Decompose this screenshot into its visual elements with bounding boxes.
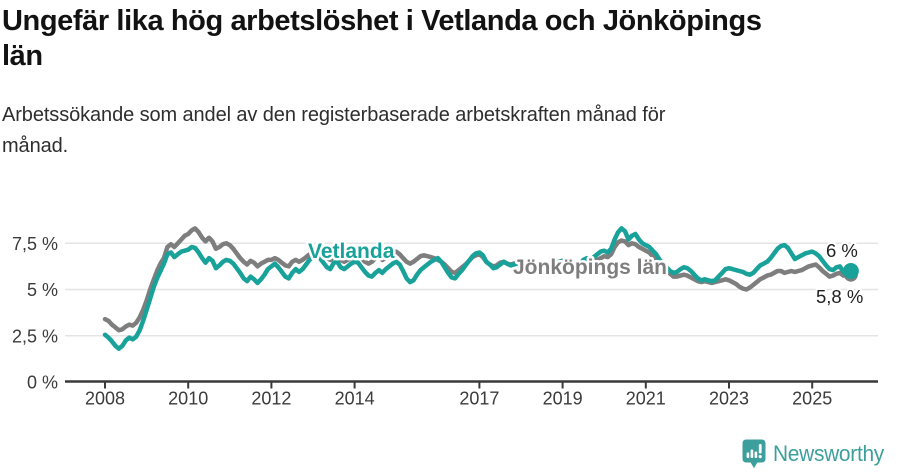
title-line-2: län bbox=[2, 40, 43, 73]
x-tick-label: 2012 bbox=[251, 389, 291, 409]
y-tick-label: 5 % bbox=[27, 280, 58, 300]
chart-subtitle: Arbetssökande som andel av den registerb… bbox=[2, 100, 898, 162]
series-label: Vetlanda bbox=[308, 240, 395, 263]
series-label: Jönköpings län bbox=[513, 256, 667, 279]
x-tick-label: 2017 bbox=[459, 389, 499, 409]
x-tick-label: 2025 bbox=[792, 389, 832, 409]
bar-chart-glyph bbox=[746, 449, 758, 458]
newsworthy-bubble-icon bbox=[742, 439, 766, 469]
y-axis-labels-group: 0 % 2,5 % 5 % 7,5 % bbox=[12, 234, 58, 393]
series-line-vetlanda bbox=[102, 226, 850, 351]
series-end-dot bbox=[842, 263, 859, 279]
newsworthy-logo[interactable]: Newsworthy bbox=[742, 439, 890, 469]
chart-header: Ungefär lika hög arbetslöshet i Vetlanda… bbox=[2, 4, 898, 162]
y-tick-label: 7,5 % bbox=[12, 234, 58, 254]
y-tick-label: 2,5 % bbox=[12, 326, 58, 346]
y-tick-label: 0 % bbox=[27, 373, 58, 393]
x-axis-group: 2008 2010 2012 2014 2017 2019 2021 2023 2025 bbox=[65, 380, 878, 409]
series-labels-group: Jönköpings län 5,8 % Vetlanda 6 % bbox=[306, 238, 866, 310]
title-line-1: Ungefär lika hög arbetslöshet i Vetlanda… bbox=[2, 5, 762, 37]
x-tick-label: 2021 bbox=[626, 389, 666, 409]
x-tick-label: 2014 bbox=[335, 389, 375, 409]
subtitle-line-2: månad. bbox=[2, 135, 69, 158]
x-tick-label: 2023 bbox=[709, 389, 749, 409]
end-value-label: 6 % bbox=[826, 240, 858, 261]
exclamation-glyph bbox=[758, 444, 762, 459]
x-tick-label: 2008 bbox=[85, 389, 125, 409]
brand-name: Newsworthy bbox=[773, 441, 885, 466]
x-tick-label: 2010 bbox=[168, 389, 208, 409]
x-tick-label: 2019 bbox=[543, 389, 583, 409]
series-lines-group bbox=[102, 226, 859, 351]
page-title: Ungefär lika hög arbetslöshet i Vetlanda… bbox=[2, 4, 898, 74]
end-value-label: 5,8 % bbox=[816, 286, 863, 307]
subtitle-line-1: Arbetssökande som andel av den registerb… bbox=[2, 104, 666, 127]
